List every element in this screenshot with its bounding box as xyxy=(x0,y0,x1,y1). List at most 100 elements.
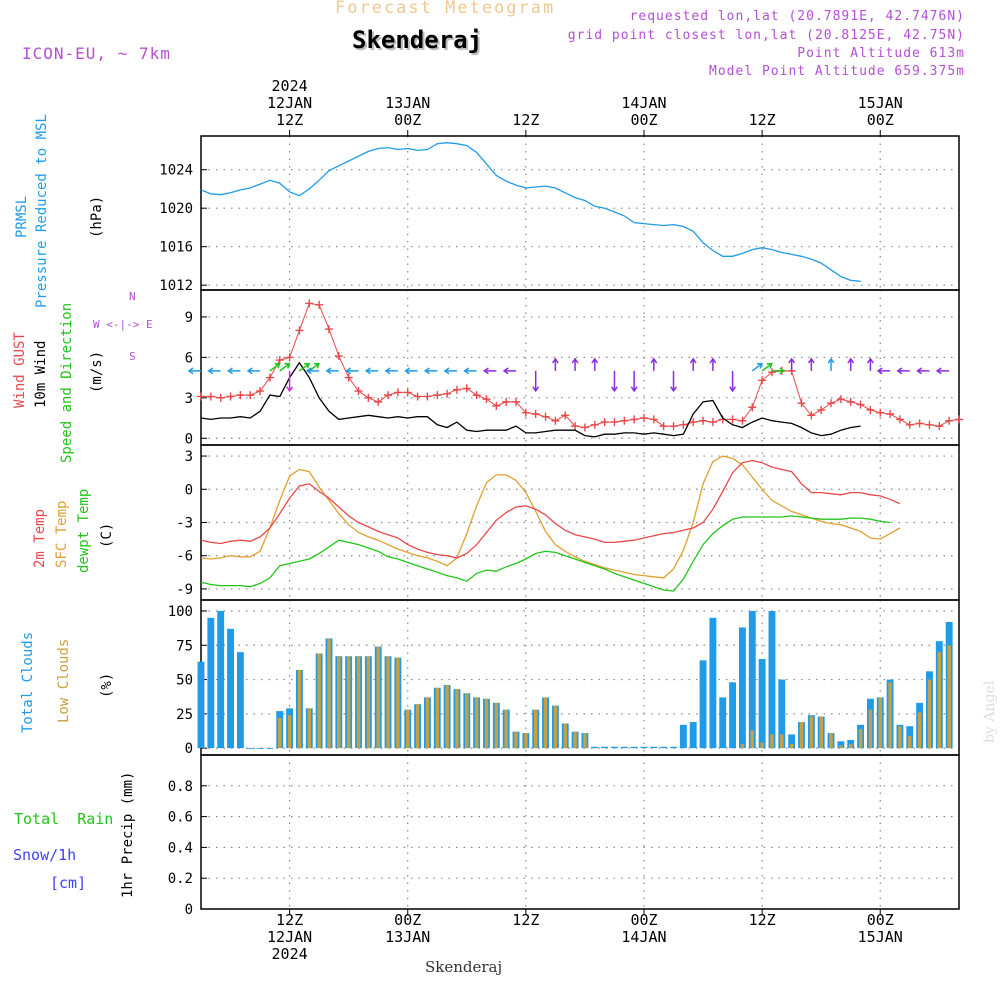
bottom-time-label: 00Z 14JAN xyxy=(604,912,684,946)
gust-marker xyxy=(226,392,235,401)
cloud-panel-frame xyxy=(200,599,960,756)
gust-marker xyxy=(689,418,698,427)
time-label-line: 12JAN xyxy=(267,94,313,112)
time-label-line: 12Z xyxy=(512,911,540,929)
wind-arrow xyxy=(279,362,291,372)
low-cloud-bar xyxy=(346,656,351,749)
wind-arrow xyxy=(345,367,359,375)
location-title: Skenderaj xyxy=(352,26,483,54)
gust-marker xyxy=(935,422,944,431)
time-label-line: 00Z xyxy=(630,911,658,929)
model-altitude: Model Point Altitude 659.375m xyxy=(709,64,965,79)
wind-arrow xyxy=(423,367,438,375)
model-label: ICON-EU, ~ 7km xyxy=(22,44,171,63)
low-cloud-bar xyxy=(770,734,774,749)
wind-arrow xyxy=(630,370,638,393)
gust-marker xyxy=(423,392,432,401)
gust-marker xyxy=(443,389,452,398)
top-time-label: 13JAN 00Z xyxy=(368,95,448,129)
gust-marker xyxy=(758,376,767,385)
low-cloud-bar xyxy=(789,744,794,749)
time-label-line: 12JAN xyxy=(267,928,313,946)
wind-arrow xyxy=(286,370,294,393)
total-cloud-bar xyxy=(837,741,845,749)
gust-marker xyxy=(807,411,816,420)
gust-marker xyxy=(393,388,402,397)
low-cloud-bar xyxy=(524,733,528,749)
low-cloud-bar xyxy=(583,733,587,749)
low-cloud-bar xyxy=(829,733,833,749)
time-label-line: 2024 xyxy=(271,945,308,963)
low-cloud-bar xyxy=(809,716,814,749)
gust-marker xyxy=(354,387,363,396)
point-altitude: Point Altitude 613m xyxy=(797,46,965,61)
total-cloud-bar xyxy=(788,734,796,749)
wind-arrow xyxy=(761,362,773,372)
temp-2m-line xyxy=(200,459,901,559)
top-time-label: 15JAN 00Z xyxy=(840,95,920,129)
gust-marker xyxy=(561,411,570,420)
low-cloud-bar xyxy=(799,722,804,749)
compass-we: W <-|-> E xyxy=(93,318,153,331)
total-cloud-bar xyxy=(197,661,205,749)
low-cloud-bar xyxy=(917,712,922,749)
gust-marker xyxy=(256,387,265,396)
total-cloud-bar xyxy=(266,748,274,749)
low-cloud-bar xyxy=(337,656,341,749)
time-label-line: 15JAN xyxy=(857,94,903,112)
top-time-label: 12Z xyxy=(722,112,802,129)
bottom-time-label: 12Z xyxy=(722,912,802,929)
gust-marker xyxy=(767,368,776,377)
gust-marker xyxy=(580,423,589,432)
gust-marker xyxy=(452,385,461,394)
gust-marker xyxy=(305,299,314,308)
total-cloud-bar xyxy=(709,617,717,749)
wind-arrow xyxy=(364,367,379,375)
low-cloud-bar xyxy=(278,717,282,749)
total-cloud-bar xyxy=(719,697,727,749)
low-cloud-bar xyxy=(898,726,902,749)
total-cloud-bar xyxy=(236,652,244,749)
time-label-line: 12Z xyxy=(276,911,304,929)
gust-marker xyxy=(659,422,668,431)
low-cloud-bar xyxy=(947,645,951,749)
low-cloud-bar xyxy=(396,657,400,749)
gust-marker xyxy=(797,399,806,408)
total-cloud-bar xyxy=(207,617,215,749)
wind-arrow xyxy=(771,367,786,375)
y-tick-label: 50 xyxy=(176,673,193,689)
low-cloud-bar xyxy=(878,697,882,749)
gust-marker xyxy=(639,414,648,423)
gust-marker xyxy=(384,391,393,400)
gust-marker xyxy=(699,416,708,425)
wind-arrow xyxy=(187,367,201,375)
gust-marker xyxy=(915,419,924,428)
gust-marker xyxy=(827,399,836,408)
time-label-line: 00Z xyxy=(630,111,658,129)
low-cloud-bar xyxy=(543,697,548,749)
wind-arrow xyxy=(847,357,855,371)
gust-marker xyxy=(846,397,855,406)
low-cloud-bar xyxy=(425,697,430,749)
wind-arrow xyxy=(463,367,477,375)
low-cloud-bar xyxy=(573,731,577,749)
dewpt-line xyxy=(200,515,891,592)
gust-marker xyxy=(413,392,422,401)
gust-marker xyxy=(462,384,471,393)
gust-marker xyxy=(472,391,481,400)
low-cloud-bar xyxy=(435,687,439,749)
y-tick-label: 0.6 xyxy=(168,810,193,826)
time-label-line: 12Z xyxy=(512,111,540,129)
bottom-time-label: 12Z 12JAN 2024 xyxy=(250,912,330,963)
requested-coords: requested lon,lat (20.7891E, 42.7476N) xyxy=(629,9,965,24)
total-cloud-bar xyxy=(738,627,746,749)
gust-marker xyxy=(265,373,274,382)
time-label-line: 12Z xyxy=(276,111,304,129)
gust-marker xyxy=(708,418,717,427)
total-cloud-bar xyxy=(650,746,658,749)
time-label-line: 13JAN xyxy=(385,94,431,112)
total-cloud-bar xyxy=(630,746,638,749)
wind-arrow xyxy=(443,367,457,375)
low-cloud-bar xyxy=(819,716,823,749)
total-cloud-bar xyxy=(620,746,628,749)
